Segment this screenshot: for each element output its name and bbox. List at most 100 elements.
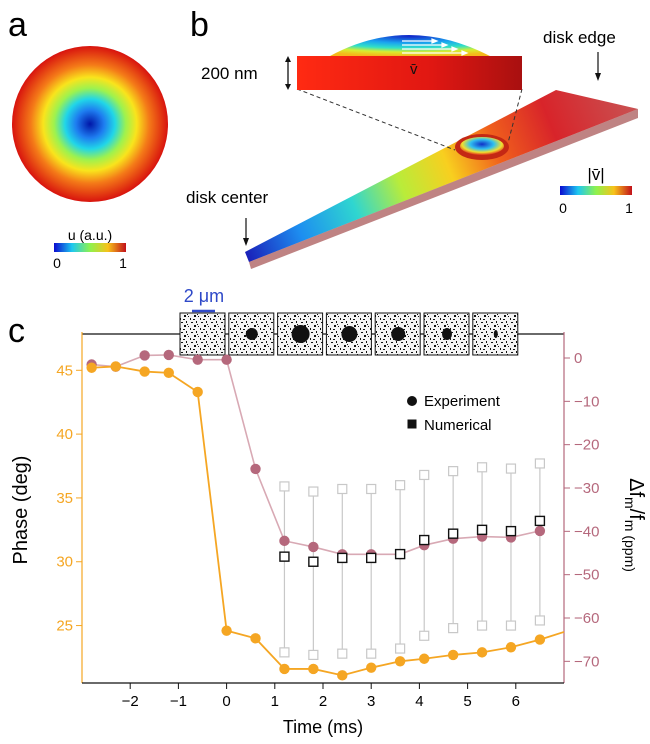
- phase-point: [337, 670, 348, 681]
- phase-point: [366, 662, 377, 673]
- frequency-point: [308, 541, 319, 553]
- error-bar-low-marker: [476, 620, 488, 631]
- zoom-guide-right: [507, 88, 523, 144]
- snapshot-frame: [179, 312, 226, 356]
- x-tick-label: 3: [367, 693, 375, 710]
- phase-point: [419, 653, 430, 664]
- error-bar-low-marker: [419, 630, 430, 641]
- error-bar-low-marker: [395, 643, 406, 654]
- phase-point: [447, 649, 459, 661]
- y-right-tick-label: −40: [574, 523, 599, 540]
- error-bar-low-marker: [337, 648, 348, 659]
- phase-point: [394, 656, 406, 667]
- snapshot-blob: [442, 328, 452, 340]
- y-right-tick-label: −20: [574, 437, 599, 454]
- chart-area: −2 −1 0 1 2 3 4 5 625303540450−10−20−30−40−50−60…: [10, 332, 647, 737]
- droplet: [460, 137, 504, 155]
- y-right-tick-label: −70: [574, 653, 599, 670]
- panel-a-colorbar-max: 1: [119, 255, 127, 271]
- frequency-point: [221, 354, 232, 365]
- snapshot-blob: [245, 328, 258, 340]
- thickness-arrow-down: [285, 84, 291, 90]
- y-left-tick-label: 45: [56, 362, 73, 379]
- numerical-point: [419, 534, 430, 546]
- panel-b-colorbar-max: 1: [625, 200, 633, 216]
- phase-point: [86, 362, 97, 373]
- error-bar-high-marker: [337, 483, 348, 495]
- numerical-point: [447, 528, 459, 539]
- velocity-arrows: [402, 38, 469, 56]
- panel-c-letter: c: [8, 312, 25, 350]
- scale-bar-label: 2 μm: [184, 286, 224, 306]
- panel-b-letter: b: [190, 6, 209, 44]
- error-bar-low-marker: [505, 620, 517, 631]
- numerical-point: [505, 525, 517, 537]
- x-axis-label: Time (ms): [283, 717, 363, 737]
- phase-line: [91, 365, 565, 677]
- disk-center-arrowhead: [243, 238, 249, 246]
- x-tick-label: −1: [170, 693, 187, 710]
- snapshot-strip: [82, 312, 564, 356]
- snapshot-blob: [291, 325, 310, 343]
- panel-a-letter: a: [8, 6, 27, 44]
- snapshot-blob: [341, 326, 358, 342]
- error-bar-high-marker: [505, 463, 517, 474]
- phase-point: [163, 367, 174, 379]
- numerical-point: [366, 552, 377, 564]
- panel-b: b v̄ 200 nm disk edge disk center: [186, 6, 638, 269]
- error-bar-low-marker: [308, 649, 319, 661]
- error-bar-low-marker: [448, 623, 459, 634]
- thickness-label: 200 nm: [201, 64, 258, 83]
- error-bar-high-marker: [419, 469, 430, 481]
- disk-edge-arrowhead: [595, 73, 601, 81]
- phase-point: [221, 625, 232, 636]
- phase-point: [279, 663, 290, 675]
- cross-section-slice: [297, 56, 522, 90]
- disk-edge-label: disk edge: [543, 28, 616, 47]
- y-left-axis-label: Phase (deg): [10, 456, 32, 565]
- error-bar-high-marker: [279, 481, 290, 492]
- y-right-tick-label: 0: [574, 350, 582, 367]
- error-bar-low-marker: [366, 648, 377, 659]
- numerical-point: [279, 551, 290, 562]
- x-tick-label: −2: [122, 693, 139, 710]
- legend-numerical-label: Numerical: [424, 417, 492, 434]
- thickness-arrow-up: [285, 56, 291, 62]
- y-left-tick-label: 40: [56, 426, 73, 443]
- panel-b-colorbar-min: 0: [559, 200, 567, 216]
- phase-point: [139, 366, 150, 377]
- legend-square-marker: [407, 419, 417, 429]
- y-right-tick-label: −30: [574, 480, 599, 497]
- panel-a-colorbar-label: u (a.u.): [68, 227, 112, 243]
- frequency-point: [250, 463, 261, 475]
- panel-b-colorbar-label: |v̄|: [587, 165, 604, 184]
- frequency-point: [192, 354, 203, 365]
- displacement-disk: [12, 46, 168, 202]
- panel-a: a u (a.u.) 0 1: [8, 6, 168, 271]
- numerical-point: [476, 524, 488, 536]
- frequency-point: [163, 349, 174, 361]
- phase-point: [308, 663, 319, 675]
- x-tick-label: 0: [222, 693, 230, 710]
- frequency-line: [91, 354, 541, 556]
- frequency-point: [139, 350, 150, 361]
- y-left-tick-label: 25: [56, 618, 73, 635]
- y-left-tick-label: 35: [56, 490, 73, 507]
- frequency-point: [534, 525, 546, 537]
- error-bar-high-marker: [395, 480, 406, 491]
- panel-a-colorbar: [54, 243, 126, 252]
- error-bar-low-marker: [279, 647, 290, 658]
- numerical-point: [534, 515, 546, 527]
- numerical-point: [337, 552, 348, 564]
- x-tick-label: 2: [319, 693, 327, 710]
- disk-wedge-side: [249, 109, 638, 269]
- error-bar-high-marker: [366, 483, 377, 495]
- phase-point: [250, 633, 261, 644]
- error-bar-low-marker: [534, 615, 546, 626]
- phase-point: [192, 386, 203, 398]
- phase-point: [476, 647, 488, 658]
- y-right-tick-label: −50: [574, 567, 599, 584]
- numerical-point: [308, 556, 319, 567]
- frequency-point: [279, 535, 290, 547]
